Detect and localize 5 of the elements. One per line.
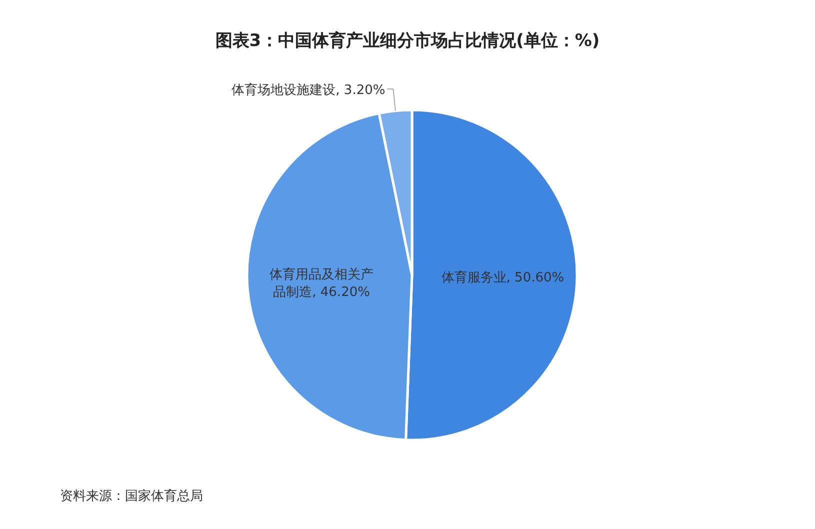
chart-title: 图表3：中国体育产业细分市场占比情况(单位：%) — [215, 30, 600, 51]
slice-label: 体育用品及相关产品制造, 46.20% — [270, 266, 374, 300]
slice-label: 体育服务业, 50.60% — [441, 270, 564, 286]
text: 资料来源：国家体育总局 — [60, 488, 203, 504]
slice-label: 体育场地设施建设, 3.20% — [232, 82, 386, 98]
